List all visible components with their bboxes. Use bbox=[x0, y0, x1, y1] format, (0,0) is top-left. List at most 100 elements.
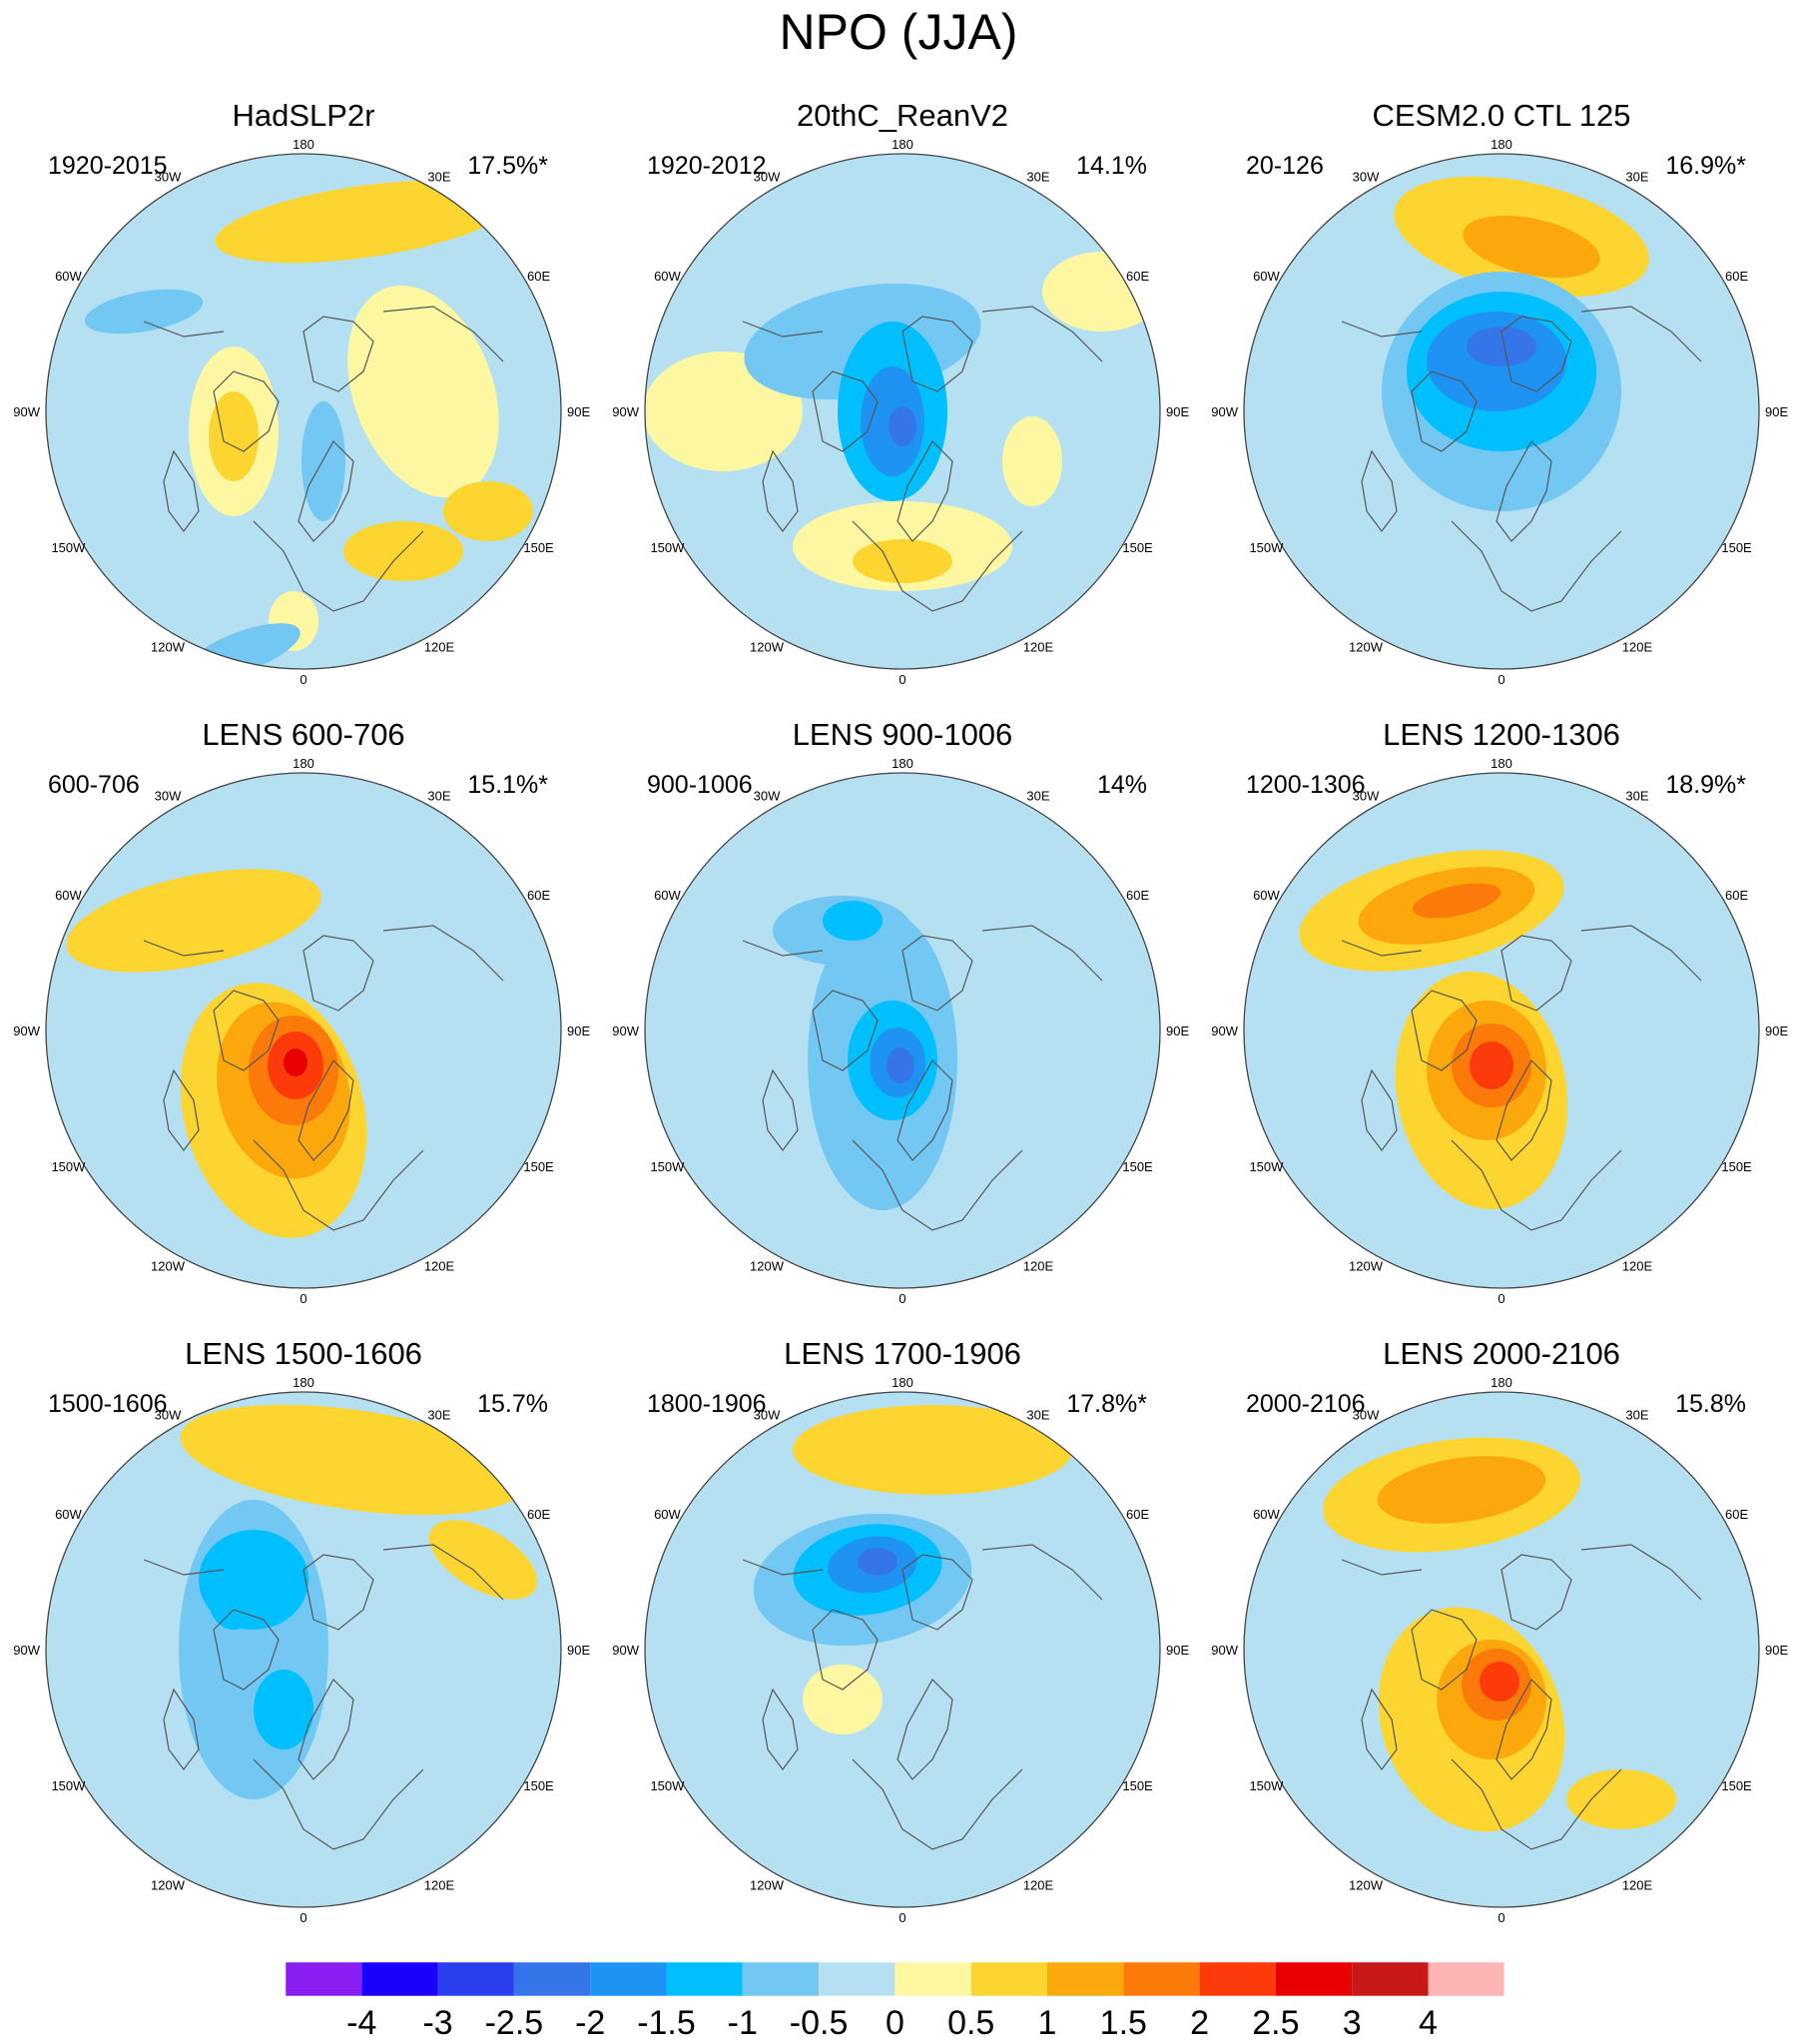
anomaly-positive bbox=[793, 1405, 1072, 1495]
coastline bbox=[253, 520, 424, 612]
longitude-label: 120E bbox=[424, 640, 455, 655]
longitude-label: 90W bbox=[13, 404, 40, 419]
coastline bbox=[901, 316, 973, 392]
coastline bbox=[1496, 1059, 1552, 1161]
colorbar-tick-label: -2.5 bbox=[485, 2004, 544, 2042]
longitude-label: 150E bbox=[1721, 540, 1752, 555]
longitude-label: 30W bbox=[1353, 788, 1380, 803]
coastline bbox=[1451, 1139, 1622, 1231]
colorbar-swatch bbox=[819, 1962, 896, 1996]
panel-title: LENS 900-1006 bbox=[793, 717, 1013, 752]
longitude-label: 30E bbox=[1026, 169, 1049, 184]
coastline bbox=[742, 1559, 824, 1576]
anomaly-negative bbox=[889, 406, 916, 446]
longitude-label: 90E bbox=[567, 1023, 590, 1038]
coastline bbox=[302, 1554, 374, 1631]
figure-title: NPO (JJA) bbox=[779, 4, 1018, 60]
coastline bbox=[298, 440, 354, 542]
coastline bbox=[812, 370, 879, 452]
map-boundary bbox=[1243, 153, 1760, 670]
longitude-label: 150W bbox=[1249, 540, 1284, 555]
coastline bbox=[1500, 935, 1572, 1012]
anomaly-negative bbox=[823, 901, 883, 941]
longitude-label: 30E bbox=[1026, 1407, 1049, 1422]
longitude-label: 60E bbox=[1126, 888, 1149, 903]
map-panel-lens-1500: LENS 1500-1606 1500-1606 15.7% 180 0 90W 90E 12… bbox=[13, 1336, 590, 1925]
panel-title: LENS 1700-1906 bbox=[784, 1336, 1021, 1371]
panel-period: 900-1006 bbox=[647, 771, 753, 799]
longitude-label: 30W bbox=[155, 788, 182, 803]
longitude-label: 60W bbox=[654, 888, 681, 903]
colorbar-tick-label: -1.5 bbox=[637, 2004, 696, 2042]
colorbar-tick-label: 0.5 bbox=[947, 2004, 994, 2042]
longitude-label: 150E bbox=[1721, 1159, 1752, 1174]
map-boundary bbox=[45, 772, 562, 1289]
anomaly-positive bbox=[1470, 1041, 1513, 1089]
longitude-label: 30W bbox=[754, 1407, 781, 1422]
longitude-label: 60W bbox=[55, 269, 82, 284]
colorbar-swatch bbox=[1275, 1962, 1353, 1996]
colorbar-swatch bbox=[1352, 1962, 1429, 1996]
panel-variance: 14% bbox=[1097, 771, 1147, 799]
panel-variance: 15.1%* bbox=[467, 771, 548, 799]
coastline bbox=[1500, 316, 1572, 392]
map-boundary bbox=[644, 1391, 1161, 1908]
longitude-label: 150E bbox=[1122, 1159, 1153, 1174]
longitude-label: 30E bbox=[1026, 788, 1049, 803]
colorbar-tick-label: -4 bbox=[346, 2004, 376, 2042]
longitude-label: 90E bbox=[1166, 404, 1189, 419]
longitude-label: 60W bbox=[1253, 1507, 1280, 1522]
coastline bbox=[1411, 1609, 1478, 1691]
map-boundary bbox=[644, 772, 1161, 1289]
longitude-label: 150E bbox=[1122, 540, 1153, 555]
colorbar-swatch bbox=[1123, 1962, 1200, 1996]
longitude-label: 60E bbox=[527, 888, 550, 903]
longitude-label: 120E bbox=[1622, 1878, 1653, 1893]
longitude-label: 0 bbox=[300, 1910, 306, 1925]
panel-variance: 14.1% bbox=[1076, 152, 1147, 180]
coastline bbox=[1496, 1679, 1552, 1780]
colorbar-tick-label: 1.5 bbox=[1100, 2004, 1147, 2042]
longitude-label: 90W bbox=[612, 1023, 639, 1038]
coastline bbox=[812, 1609, 879, 1691]
coastline bbox=[1451, 1758, 1622, 1850]
coastline bbox=[1496, 440, 1552, 542]
anomaly-positive bbox=[1002, 416, 1062, 506]
longitude-label: 150W bbox=[650, 540, 685, 555]
anomaly-field bbox=[46, 154, 561, 669]
longitude-label: 150W bbox=[51, 540, 86, 555]
panel-period: 1200-1306 bbox=[1246, 771, 1366, 799]
anomaly-negative bbox=[301, 401, 345, 521]
anomaly-positive bbox=[66, 869, 321, 973]
longitude-label: 30E bbox=[1625, 1407, 1648, 1422]
longitude-label: 180 bbox=[1491, 1375, 1512, 1390]
coastline bbox=[1341, 321, 1423, 338]
longitude-label: 60E bbox=[1126, 1507, 1149, 1522]
coastline bbox=[302, 316, 374, 392]
longitude-label: 120E bbox=[1023, 640, 1054, 655]
map-panel-hadslp2r: HadSLP2r 1920-2015 17.5%* 180 0 90W 90E 120W 120… bbox=[13, 98, 590, 687]
anomaly-positive bbox=[209, 391, 259, 481]
coastline bbox=[1341, 940, 1423, 957]
coastline bbox=[213, 990, 280, 1071]
longitude-label: 180 bbox=[293, 137, 314, 152]
longitude-label: 30E bbox=[427, 1407, 450, 1422]
coastline bbox=[253, 1139, 424, 1231]
panel-variance: 15.7% bbox=[477, 1390, 548, 1418]
longitude-label: 0 bbox=[300, 672, 306, 687]
anomaly-negative bbox=[887, 1047, 914, 1083]
anomaly-positive bbox=[1042, 252, 1160, 332]
longitude-label: 0 bbox=[898, 1910, 905, 1925]
longitude-label: 60E bbox=[527, 1507, 550, 1522]
longitude-label: 180 bbox=[293, 1375, 314, 1390]
longitude-label: 0 bbox=[898, 1291, 905, 1306]
coastline bbox=[852, 1139, 1023, 1231]
anomaly-field bbox=[1244, 773, 1759, 1288]
anomaly-field bbox=[645, 1392, 1160, 1907]
map-boundary bbox=[45, 153, 562, 670]
anomaly-positive bbox=[803, 1665, 883, 1734]
colorbar-tick-label: 4 bbox=[1419, 2004, 1438, 2042]
colorbar-tick-label: -1 bbox=[728, 2004, 758, 2042]
colorbar-tick-label: -0.5 bbox=[790, 2004, 849, 2042]
panel-period: 600-706 bbox=[48, 771, 140, 799]
